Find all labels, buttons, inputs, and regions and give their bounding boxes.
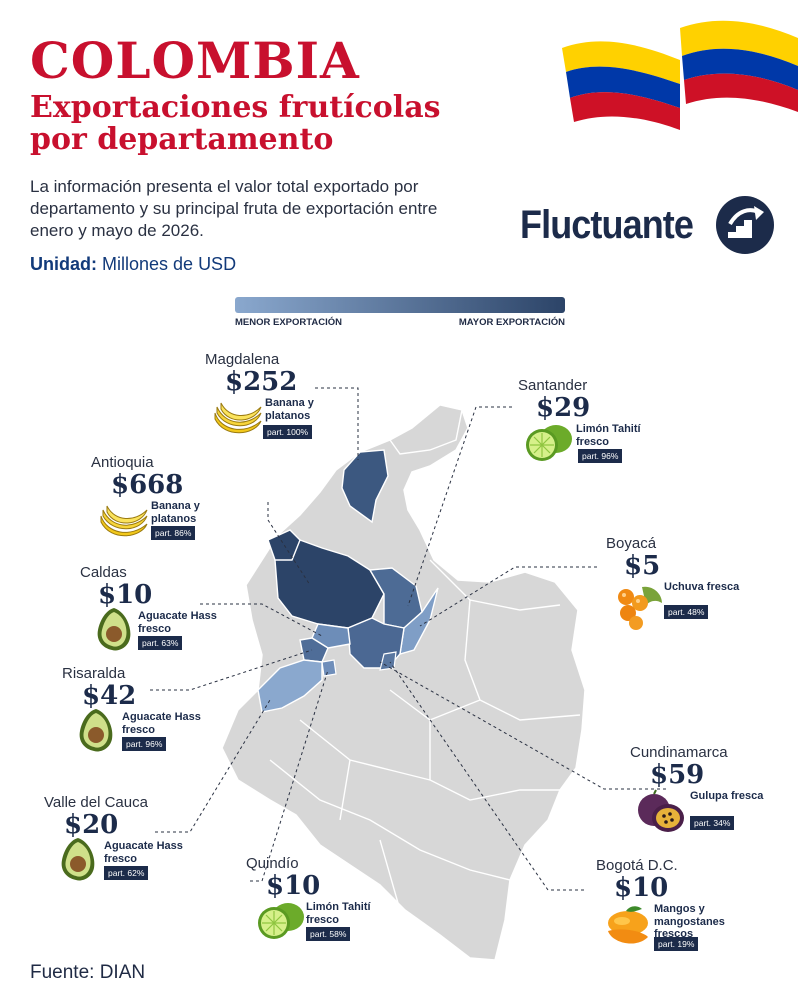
dept-name: Magdalena [205,351,280,368]
fruit-label: Gulupa fresca [690,790,764,802]
share-badge: part. 86% [151,526,196,540]
leader-cundinamarca [379,661,666,790]
share-badge: part. 96% [578,449,623,463]
fruit-label: Banana y platanos [151,500,200,525]
description: La información presenta el valor total e… [30,177,438,241]
dept-name: Boyacá [606,535,657,552]
leader-boyaca [419,566,597,627]
color-legend: MENOR EXPORTACIÓN MAYOR EXPORTACIÓN [235,297,565,328]
region-risaralda [299,637,329,663]
leader-risaralda [150,649,313,691]
mango-icon [608,906,648,944]
legend-gradient-bar [235,297,565,313]
dept-value: $10 [614,873,669,903]
fruit-label: Aguacate Hass fresco [104,840,183,865]
fruit-label: Uchuva fresca [664,581,740,593]
brand-logo: Fluctuante [520,194,776,256]
share-badge: part. 96% [122,737,167,751]
passionfruit-icon [638,789,684,832]
dept-name: Cundinamarca [630,744,728,761]
leader-antioquia [267,502,311,586]
share-badge: part. 19% [654,937,699,951]
dept-name: Antioquia [91,454,154,471]
dept-value: $20 [64,810,119,840]
unit-label: Unidad: [30,254,97,274]
colombia-outline [221,404,586,961]
dept-name: Bogotá D.C. [596,857,678,874]
leader-quindio [250,669,329,882]
legend-high-label: MAYOR EXPORTACIÓN [458,317,565,328]
leader-magdalena [315,387,359,460]
fruit-label: Mangos y mangostanes frescos [654,903,725,941]
legend-low-label: MENOR EXPORTACIÓN [235,317,342,328]
avocado-icon [79,709,113,752]
lime-icon [258,903,304,939]
banana-icon [214,402,262,434]
banana-icon [100,505,148,537]
dept-value: $10 [266,871,321,901]
lime-icon [526,425,572,461]
dept-name: Caldas [80,564,127,581]
share-badge: part. 62% [104,866,149,880]
leader-santander [407,406,512,607]
region-choco-strip [267,529,301,561]
dept-value: $59 [650,760,705,790]
dept-name: Santander [518,377,588,394]
avocado-icon [97,608,131,651]
dept-name: Risaralda [62,665,126,682]
dept-name: Quindío [246,855,299,872]
dept-value: $5 [624,551,661,581]
dept-value: $10 [98,580,153,610]
dept-name: Valle del Cauca [44,794,148,811]
region-antioquia [274,539,385,629]
region-quindio [321,659,337,677]
unit-value: Millones de USD [102,254,237,274]
fruit-label: Banana y platanos [265,397,314,422]
leader-caldas [200,603,323,637]
dept-value: $42 [82,681,137,711]
share-badge: part. 34% [690,816,735,830]
growth-arrow-icon [716,196,775,254]
fruit-label: Limón Tahití fresco [306,901,371,926]
share-badge: part. 100% [263,425,313,439]
page-title: COLOMBIA [30,31,360,90]
dept-value: $252 [225,367,298,397]
dept-value: $29 [536,393,591,423]
goldenberry-icon [618,586,662,630]
fruit-label: Aguacate Hass fresco [122,711,201,736]
share-badge: part. 48% [664,605,709,619]
share-badge: part. 63% [138,636,183,650]
dept-value: $668 [111,470,184,500]
region-magdalena [341,449,389,524]
share-badge: part. 58% [306,927,351,941]
fruit-label: Limón Tahití fresco [576,423,641,448]
region-valle [257,659,323,713]
fruit-label: Aguacate Hass fresco [138,610,217,635]
unit-line: Unidad: Millones de USD [30,254,236,275]
leader-bogota [389,661,584,891]
region-caldas [311,623,351,649]
page-subtitle: Exportaciones frutícolas por departament… [30,90,441,158]
source-note: Fuente: DIAN [30,962,146,983]
avocado-icon [61,838,95,881]
brand-name: Fluctuante [520,202,694,247]
colombia-flag-icon [562,20,798,130]
